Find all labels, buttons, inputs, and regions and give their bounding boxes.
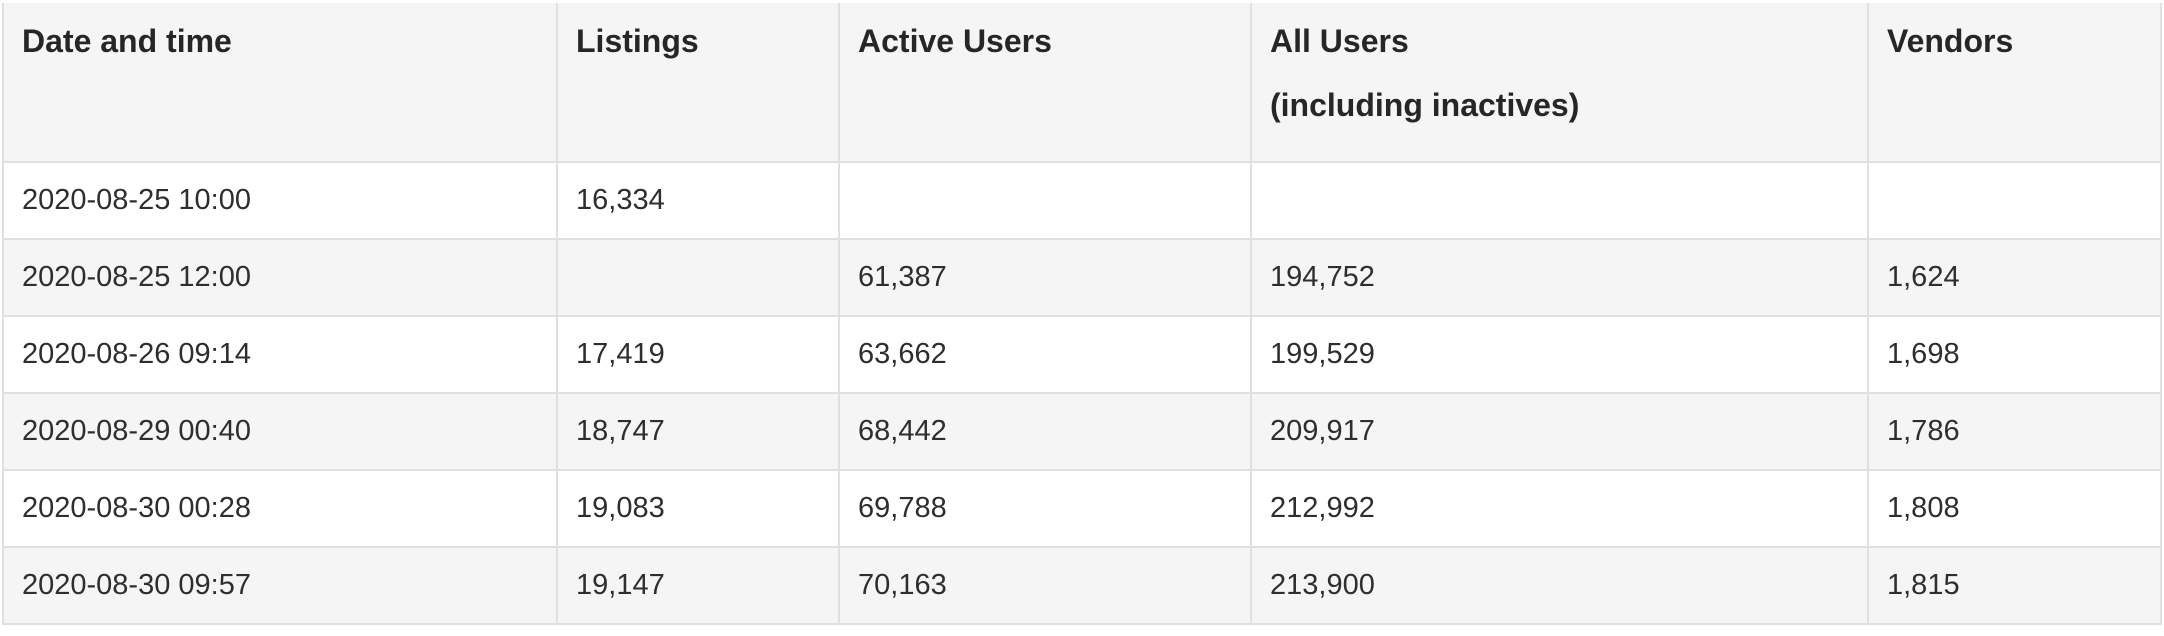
stats-table: Date and time Listings Active Users All … xyxy=(2,3,2162,625)
cell-date-and-time: 2020-08-25 10:00 xyxy=(2,163,558,240)
table-row: 2020-08-29 00:40 18,747 68,442 209,917 1… xyxy=(2,394,2162,471)
column-header-label: All Users xyxy=(1270,23,1409,59)
cell-active-users: 61,387 xyxy=(840,240,1252,317)
table-row: 2020-08-26 09:14 17,419 63,662 199,529 1… xyxy=(2,317,2162,394)
cell-all-users: 209,917 xyxy=(1252,394,1869,471)
table-row: 2020-08-25 10:00 16,334 xyxy=(2,163,2162,240)
cell-all-users: 194,752 xyxy=(1252,240,1869,317)
column-header-label: Vendors xyxy=(1887,23,2014,59)
cell-all-users: 199,529 xyxy=(1252,317,1869,394)
column-header-vendors: Vendors xyxy=(1869,3,2162,163)
column-header-label: Active Users xyxy=(858,23,1052,59)
cell-vendors xyxy=(1869,163,2162,240)
column-header-all-users: All Users (including inactives) xyxy=(1252,3,1869,163)
cell-active-users xyxy=(840,163,1252,240)
cell-listings: 18,747 xyxy=(558,394,840,471)
cell-all-users: 213,900 xyxy=(1252,548,1869,625)
cell-listings: 19,147 xyxy=(558,548,840,625)
cell-active-users: 68,442 xyxy=(840,394,1252,471)
table-row: 2020-08-25 12:00 61,387 194,752 1,624 xyxy=(2,240,2162,317)
table-row: 2020-08-30 00:28 19,083 69,788 212,992 1… xyxy=(2,471,2162,548)
column-header-label: Listings xyxy=(576,23,699,59)
column-header-label: Date and time xyxy=(22,23,232,59)
column-header-sublabel: (including inactives) xyxy=(1270,87,1580,123)
cell-listings: 16,334 xyxy=(558,163,840,240)
cell-listings xyxy=(558,240,840,317)
stats-table-container: Date and time Listings Active Users All … xyxy=(2,3,2162,625)
cell-all-users xyxy=(1252,163,1869,240)
cell-vendors: 1,786 xyxy=(1869,394,2162,471)
cell-date-and-time: 2020-08-30 09:57 xyxy=(2,548,558,625)
cell-active-users: 63,662 xyxy=(840,317,1252,394)
cell-date-and-time: 2020-08-30 00:28 xyxy=(2,471,558,548)
table-row: 2020-08-30 09:57 19,147 70,163 213,900 1… xyxy=(2,548,2162,625)
column-header-listings: Listings xyxy=(558,3,840,163)
cell-active-users: 70,163 xyxy=(840,548,1252,625)
column-header-date-and-time: Date and time xyxy=(2,3,558,163)
cell-listings: 17,419 xyxy=(558,317,840,394)
cell-date-and-time: 2020-08-29 00:40 xyxy=(2,394,558,471)
cell-all-users: 212,992 xyxy=(1252,471,1869,548)
cell-vendors: 1,624 xyxy=(1869,240,2162,317)
cell-vendors: 1,698 xyxy=(1869,317,2162,394)
cell-listings: 19,083 xyxy=(558,471,840,548)
cell-date-and-time: 2020-08-26 09:14 xyxy=(2,317,558,394)
cell-date-and-time: 2020-08-25 12:00 xyxy=(2,240,558,317)
cell-vendors: 1,815 xyxy=(1869,548,2162,625)
cell-active-users: 69,788 xyxy=(840,471,1252,548)
header-row: Date and time Listings Active Users All … xyxy=(2,3,2162,163)
cell-vendors: 1,808 xyxy=(1869,471,2162,548)
column-header-active-users: Active Users xyxy=(840,3,1252,163)
